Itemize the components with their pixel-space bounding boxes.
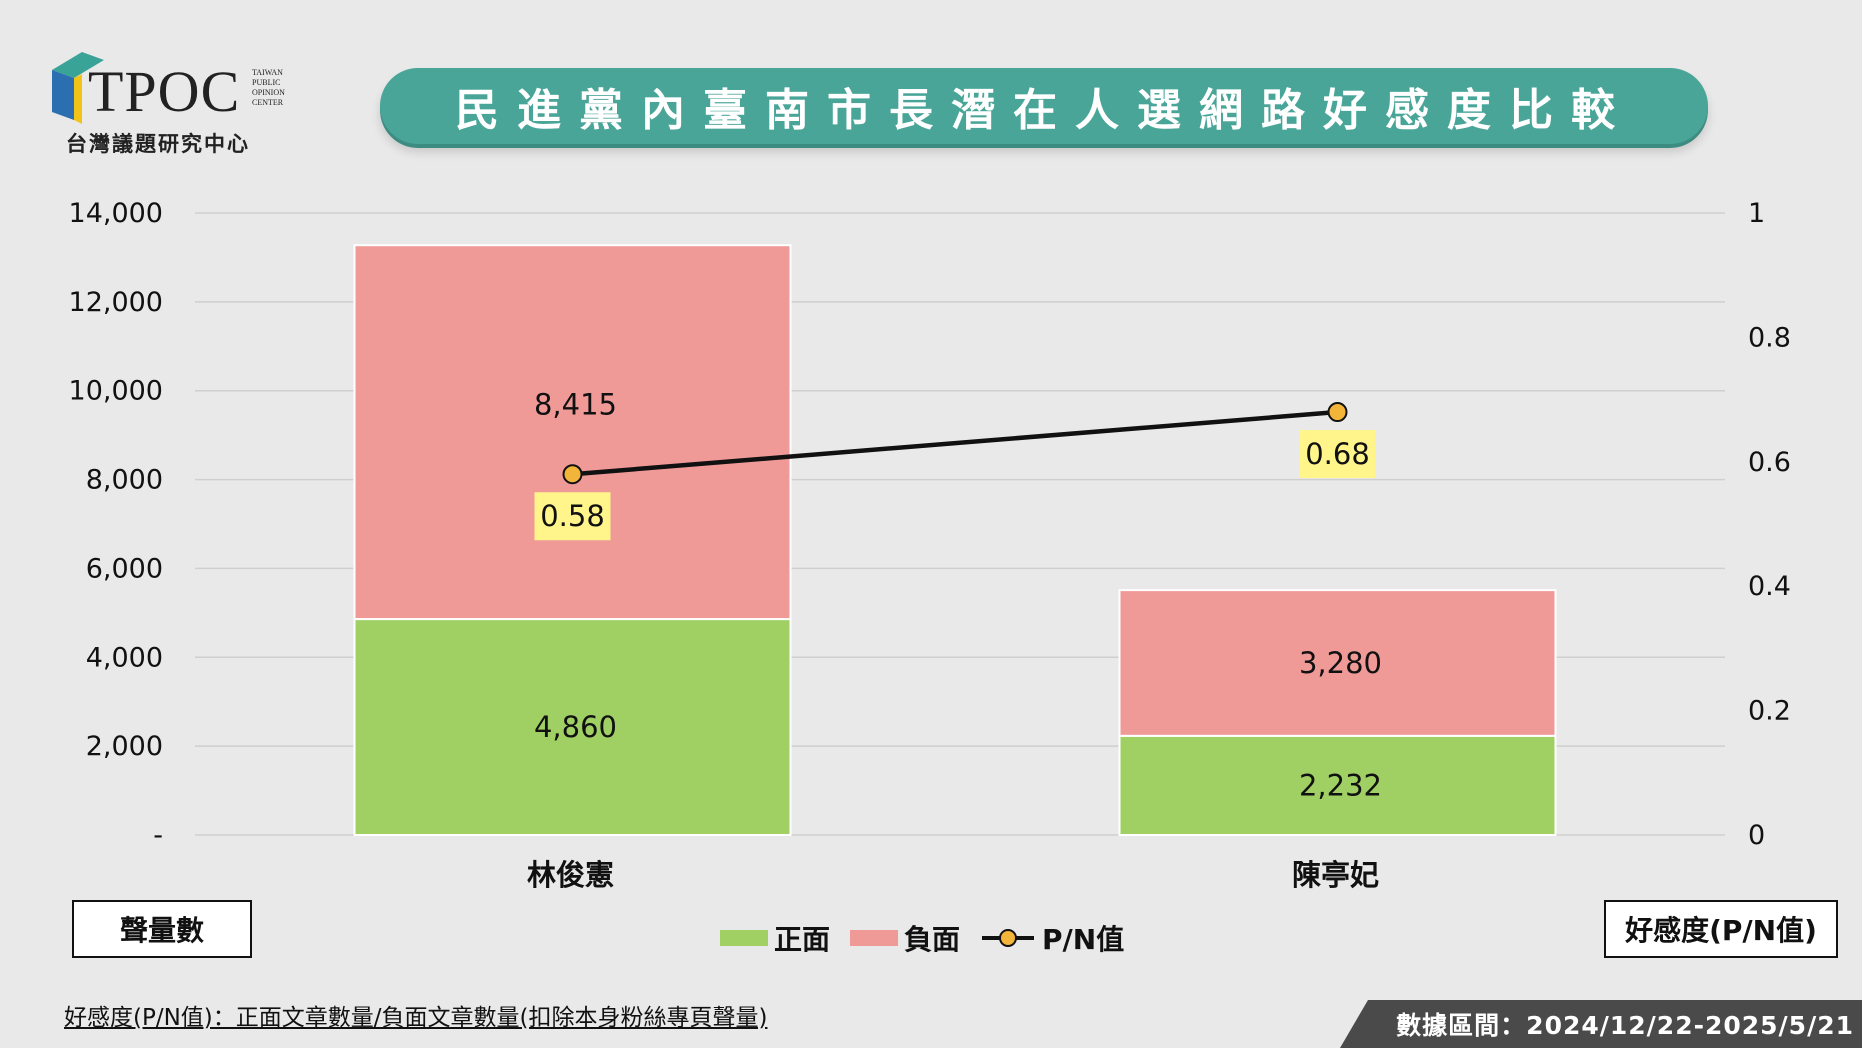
data-label-negative: 8,415	[534, 388, 617, 422]
left-tick-label: 10,000	[69, 376, 163, 407]
category-label: 陳亭妃	[1292, 858, 1379, 892]
left-tick-label: 14,000	[69, 198, 163, 229]
left-tick-label: 4,000	[86, 642, 163, 673]
bar-negative	[353, 244, 792, 621]
category-label: 林俊憲	[527, 858, 614, 892]
tpoc-logo: TPOC TAIWAN PUBLIC OPINION CENTER 台灣議題研究…	[52, 40, 302, 156]
bar-positive	[353, 618, 792, 836]
pn-line: 0.58 0.68	[534, 402, 1376, 541]
chart-title: 民進黨內臺南市長潛在人選網路好感度比較	[455, 85, 1633, 136]
right-tick-label: 0.4	[1748, 571, 1791, 602]
right-tick-label: 0.2	[1748, 696, 1791, 727]
category-labels: 林俊憲 陳亭妃	[527, 858, 1379, 892]
bar-negative	[1118, 589, 1557, 737]
pn-label: 0.68	[1305, 437, 1370, 471]
left-axis-label: 聲量數	[72, 900, 252, 958]
chart-title-banner: 民進黨內臺南市長潛在人選網路好感度比較	[380, 68, 1708, 144]
right-tick-label: 0.8	[1748, 322, 1791, 353]
legend-pn: P/N值	[980, 918, 1124, 958]
right-axis-ticks: 0 0.2 0.4 0.6 0.8 1	[1748, 198, 1791, 851]
legend-negative: 負面	[850, 918, 960, 958]
pn-point	[1327, 402, 1348, 423]
logo-text: TPOC	[88, 59, 241, 124]
right-tick-label: 1	[1748, 198, 1765, 229]
pn-line-path	[572, 409, 1338, 477]
logo-small-text: TAIWAN PUBLIC OPINION CENTER	[252, 68, 285, 107]
right-tick-label: 0.6	[1748, 447, 1791, 478]
legend-positive: 正面	[720, 918, 830, 958]
left-tick-label: -	[153, 820, 163, 851]
right-axis-label: 好感度(P/N值)	[1604, 900, 1838, 958]
bar-positive	[1118, 734, 1557, 837]
left-tick-label: 12,000	[69, 287, 163, 318]
logo-cube-icon	[52, 52, 104, 124]
pn-point	[562, 464, 583, 485]
legend: 正面 負面 P/N值	[720, 918, 1124, 958]
data-label-positive: 4,860	[534, 710, 617, 744]
left-tick-label: 6,000	[86, 553, 163, 584]
legend-pn-marker-icon	[982, 929, 1035, 947]
data-label-negative: 3,280	[1299, 646, 1382, 680]
right-tick-label: 0	[1748, 820, 1765, 851]
data-label-positive: 2,232	[1299, 768, 1382, 802]
legend-negative-swatch	[850, 930, 899, 946]
date-range: 數據區間：2024/12/22-2025/5/21	[1340, 1000, 1862, 1048]
bars: 4,860 8,415 2,232 3,280	[353, 244, 1557, 837]
footnote: 好感度(P/N值)：正面文章數量/負面文章數量(扣除本身粉絲專頁聲量)	[64, 1005, 768, 1031]
pn-label: 0.58	[540, 499, 605, 533]
left-tick-label: 2,000	[86, 731, 163, 762]
left-axis-ticks: - 2,000 4,000 6,000 8,000 10,000 12,000 14,000	[69, 198, 163, 851]
pn-label-bg	[534, 492, 611, 541]
left-tick-label: 8,000	[86, 465, 163, 496]
pn-label-bg	[1299, 430, 1376, 479]
legend-positive-swatch	[720, 930, 768, 946]
logo-subtitle: 台灣議題研究中心	[66, 132, 250, 156]
